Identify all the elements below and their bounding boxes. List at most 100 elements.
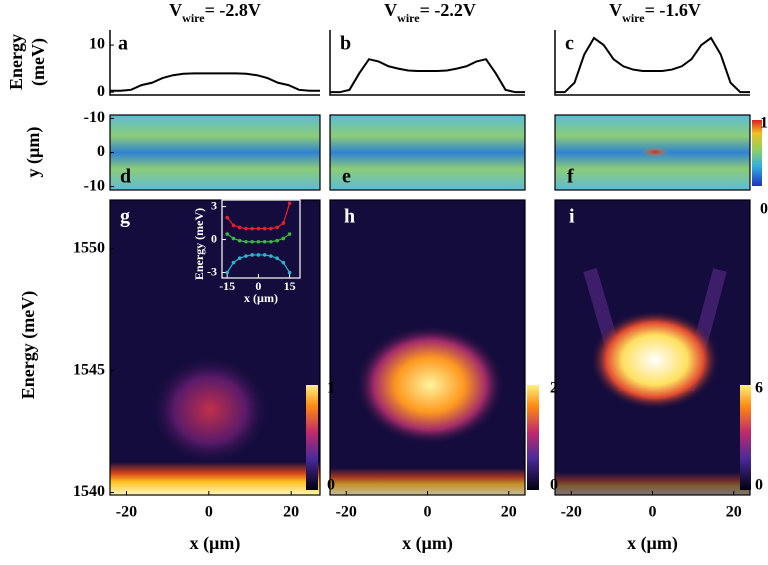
title-main: V [609, 0, 622, 20]
x-tick-label: 0 [255, 279, 261, 293]
colorbar-label: 0 [327, 477, 335, 494]
x-tick-label: 20 [501, 504, 517, 521]
colorbar [527, 385, 539, 490]
point [281, 236, 286, 241]
x-tick-label: -20 [561, 504, 582, 521]
axis [109, 30, 320, 96]
point [287, 201, 292, 206]
panel-label: e [342, 166, 351, 188]
panel-title: Vwire= -2.2V [384, 0, 476, 25]
point [262, 226, 267, 231]
y-tick-label: 0 [211, 231, 217, 245]
title-main: V [384, 0, 397, 20]
x-tick-label: -15 [219, 279, 235, 293]
title-main: V [169, 0, 182, 20]
y-tick-label: 1545 [73, 361, 105, 378]
point [269, 254, 273, 258]
point [244, 254, 248, 258]
point [275, 225, 279, 230]
title-rest: = -2.8V [205, 0, 261, 20]
point [287, 270, 292, 275]
point [256, 239, 261, 244]
panel-label: i [569, 206, 575, 228]
map-image [330, 115, 525, 190]
y-tick-label: 1550 [73, 239, 105, 256]
point [225, 232, 229, 236]
y-tick-label: -10 [84, 109, 105, 126]
colorbar [752, 120, 762, 186]
spectra-images [110, 200, 750, 495]
panel-label: h [344, 206, 355, 228]
colorbar-label: 2 [550, 380, 558, 397]
map-images [110, 115, 750, 190]
x-tick-label: -20 [116, 504, 137, 521]
y-tick-label: 0 [97, 83, 105, 100]
x-tick-label: 0 [205, 504, 213, 521]
frame [554, 114, 751, 191]
x-axis-label: x (µm) [627, 533, 678, 554]
x-tick-label: 0 [424, 504, 432, 521]
point [256, 226, 261, 231]
colorbar-label: 6 [755, 380, 763, 397]
point [244, 226, 248, 231]
y-tick-label: 10 [89, 36, 105, 53]
axis [554, 30, 750, 96]
y-axis-label: y (µm) [23, 127, 44, 178]
point [269, 239, 273, 244]
y-axis-label: Energy (meV) [18, 291, 39, 399]
map-image [110, 115, 320, 190]
point [250, 239, 254, 244]
axis [329, 30, 525, 96]
point [231, 260, 236, 265]
x-tick-label: 20 [726, 504, 742, 521]
panel-title: Vwire= -2.8V [169, 0, 261, 25]
point [275, 238, 279, 243]
y-axis-label: Energy [6, 34, 26, 90]
x-axis-label: x (µm) [244, 291, 278, 305]
point [281, 260, 286, 265]
line [110, 72, 320, 92]
x-tick-label: 0 [649, 504, 657, 521]
x-tick-label: -20 [336, 504, 357, 521]
emission [150, 355, 270, 465]
point [262, 239, 267, 244]
colorbar-label: 0 [760, 201, 768, 218]
y-axis-label: (meV) [28, 38, 49, 86]
y-tick-label: -10 [84, 177, 105, 194]
colorbar-label: 1 [327, 380, 335, 397]
map-spot [641, 147, 669, 157]
title-sub: wire [397, 11, 420, 25]
y-tick-label: 1540 [73, 483, 105, 500]
point [244, 239, 248, 244]
point [237, 238, 242, 243]
panel-label: d [120, 166, 131, 188]
frame [329, 114, 526, 191]
x-axis-label: x (µm) [402, 533, 453, 554]
panel-label: a [118, 33, 128, 55]
point [269, 226, 273, 231]
panel-label: f [567, 166, 574, 188]
line [330, 58, 525, 94]
panel-label: c [565, 33, 574, 55]
point [231, 236, 236, 241]
emission [590, 310, 720, 410]
point [225, 270, 229, 275]
point [281, 221, 286, 225]
x-tick-label: 20 [283, 504, 299, 521]
panel-title: Vwire= -1.6V [609, 0, 701, 25]
point [231, 223, 236, 228]
colorbar [740, 385, 751, 490]
point [237, 256, 242, 261]
point [237, 225, 242, 230]
emission-floor [330, 468, 525, 495]
panel-label: b [340, 33, 351, 55]
colorbar [306, 385, 318, 490]
title-sub: wire [182, 11, 205, 25]
y-tick-label: -3 [207, 264, 217, 278]
y-axis-label: Energy (meV) [192, 208, 206, 280]
colorbar-label: 0 [550, 477, 558, 494]
frame [221, 199, 301, 279]
x-axis-label: x (µm) [190, 533, 241, 554]
y-tick-label: 3 [211, 198, 217, 212]
title-rest: = -2.2V [420, 0, 476, 20]
